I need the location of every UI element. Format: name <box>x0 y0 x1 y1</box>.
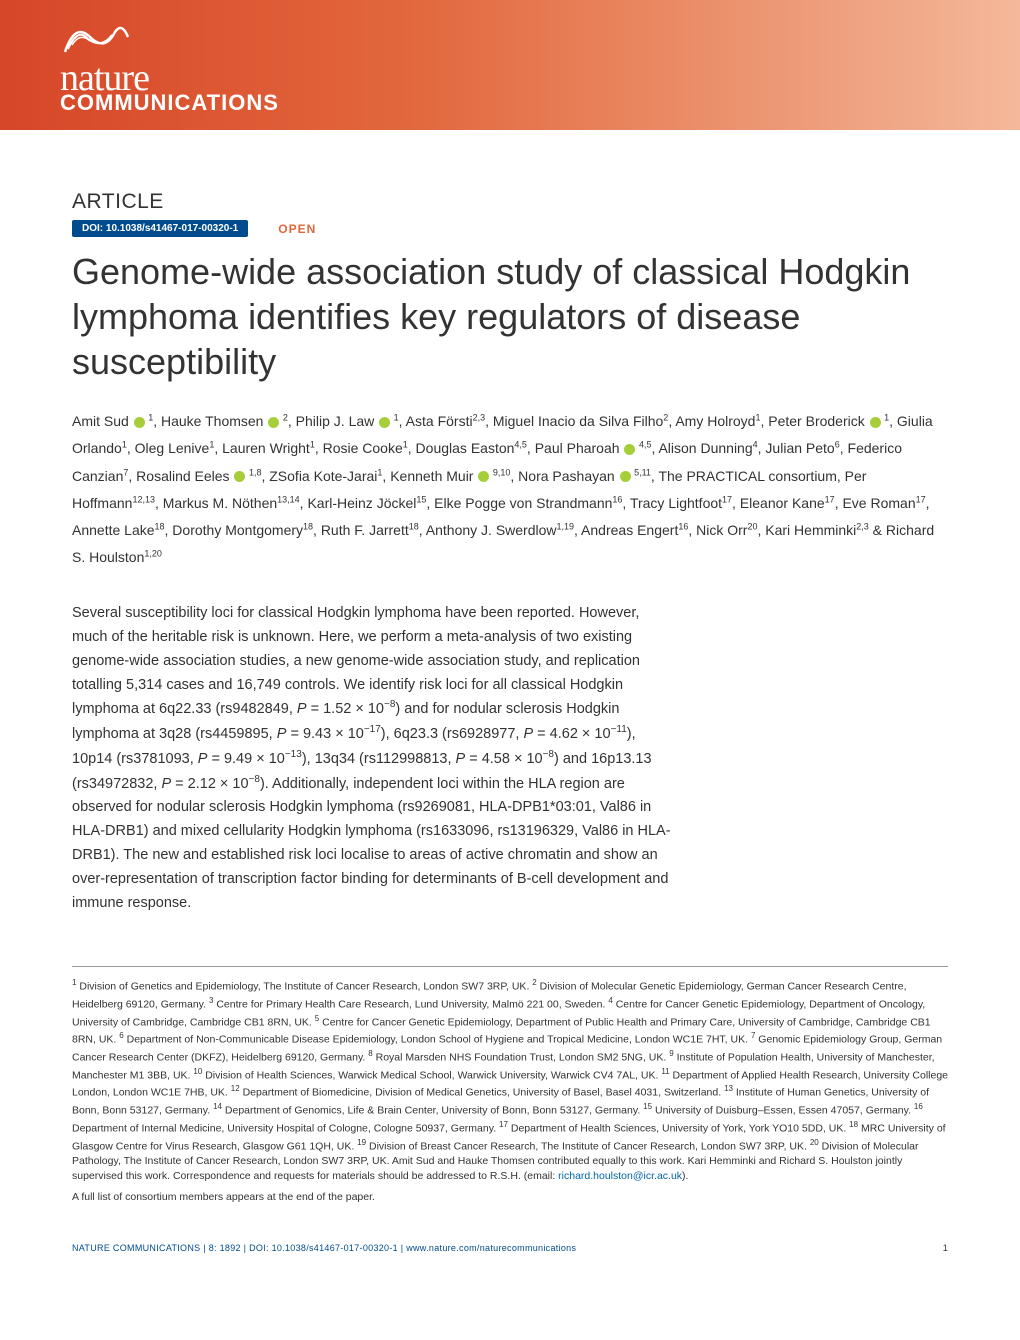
article-type-label: ARTICLE <box>72 190 948 214</box>
affiliations: 1 Division of Genetics and Epidemiology,… <box>72 966 948 1185</box>
journal-header: nature COMMUNICATIONS <box>0 0 1020 130</box>
page-footer: NATURE COMMUNICATIONS | 8: 1892 | DOI: 1… <box>0 1223 1020 1283</box>
page-number: 1 <box>943 1243 948 1253</box>
article-title: Genome-wide association study of classic… <box>72 249 948 384</box>
abstract: Several susceptibility loci for classica… <box>72 602 672 916</box>
logo-text-bottom: COMMUNICATIONS <box>60 94 279 113</box>
logo-swirl-icon <box>60 17 130 57</box>
doi-badge: DOI: 10.1038/s41467-017-00320-1 <box>72 220 248 237</box>
open-access-badge: OPEN <box>278 222 316 236</box>
journal-logo: nature COMMUNICATIONS <box>60 17 279 113</box>
author-list: Amit Sud 1, Hauke Thomsen 2, Philip J. L… <box>72 408 948 572</box>
footer-citation: NATURE COMMUNICATIONS | 8: 1892 | DOI: 1… <box>72 1243 576 1253</box>
doi-row: DOI: 10.1038/s41467-017-00320-1 OPEN <box>72 220 948 237</box>
article-content: ARTICLE DOI: 10.1038/s41467-017-00320-1 … <box>0 130 1020 1223</box>
consortium-note: A full list of consortium members appear… <box>72 1191 948 1203</box>
